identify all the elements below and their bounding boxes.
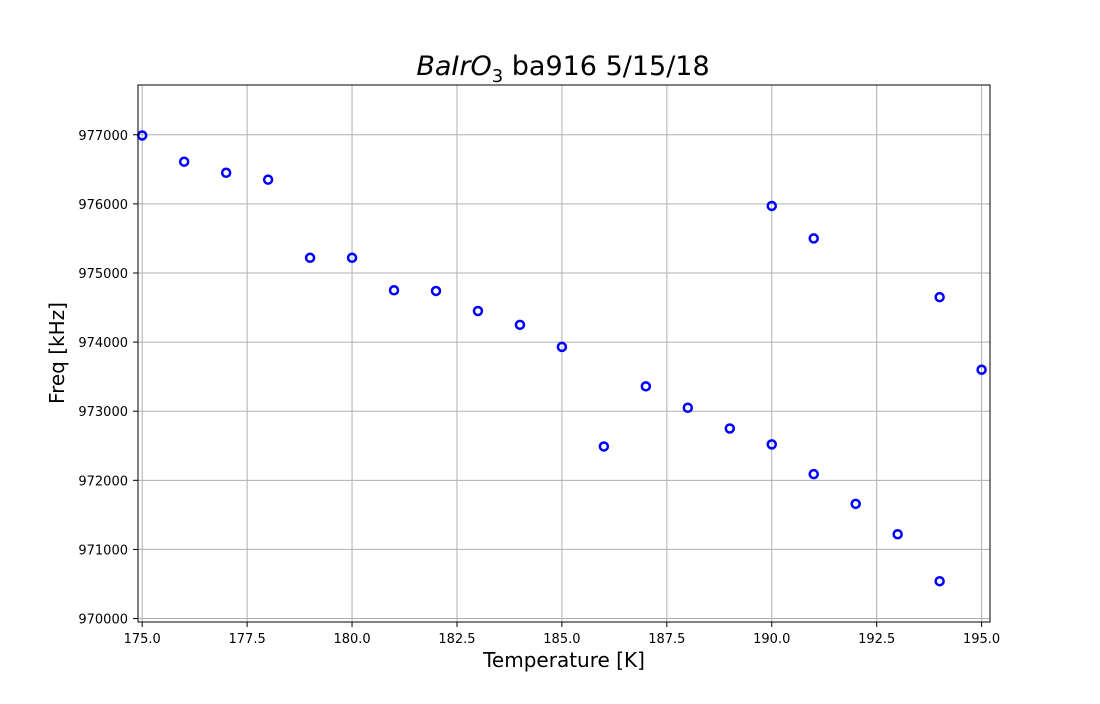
- data-point: [598, 441, 610, 452]
- y-tick-label: 977000: [78, 129, 128, 144]
- axis-ticks: 175.0 177.5 180.0 182.5 185.0 187.5 190.0 192.5…: [78, 129, 1000, 647]
- chart-title-subscript: 3: [492, 66, 503, 87]
- x-tick-label: 182.5: [438, 632, 475, 647]
- y-tick-label: 973000: [78, 405, 128, 420]
- grid-lines: [138, 85, 990, 622]
- data-point: [514, 319, 526, 331]
- plot-frame: [137, 84, 991, 623]
- data-point: [430, 285, 442, 297]
- data-point: [976, 364, 987, 375]
- data-point: [304, 252, 316, 264]
- data-points: [136, 130, 987, 587]
- data-point: [850, 498, 861, 510]
- x-tick-label: 192.5: [858, 632, 895, 647]
- data-point: [766, 439, 778, 450]
- data-point: [934, 291, 945, 303]
- x-tick-label: 187.5: [648, 632, 685, 647]
- chart-title-rest: ba916 5/15/18: [503, 51, 709, 82]
- data-point: [724, 423, 736, 434]
- y-tick-label: 974000: [78, 336, 128, 351]
- x-axis-label: Temperature [K]: [482, 648, 645, 672]
- data-point: [808, 233, 819, 244]
- data-point: [682, 402, 694, 414]
- data-point: [808, 468, 819, 480]
- x-tick-label: 185.0: [543, 632, 580, 647]
- y-tick-label: 975000: [78, 267, 128, 282]
- data-point: [556, 341, 568, 353]
- chart-title-formula: BaIrO: [416, 51, 491, 82]
- data-point: [766, 200, 778, 212]
- data-point: [472, 305, 484, 317]
- data-point: [262, 174, 274, 185]
- data-point: [892, 528, 903, 540]
- x-tick-label: 190.0: [753, 632, 790, 647]
- x-tick-label: 175.0: [124, 632, 161, 647]
- data-point: [640, 381, 652, 392]
- data-point: [220, 167, 232, 179]
- data-point: [346, 252, 358, 264]
- y-tick-label: 971000: [78, 543, 128, 558]
- y-tick-label: 976000: [78, 198, 128, 213]
- y-axis-label: Freq [kHz]: [45, 302, 69, 404]
- data-point: [388, 285, 400, 296]
- x-tick-label: 180.0: [333, 632, 370, 647]
- y-tick-label: 972000: [78, 474, 128, 489]
- y-tick-label: 970000: [78, 613, 128, 628]
- data-point: [178, 156, 190, 167]
- x-tick-label: 195.0: [963, 632, 1000, 647]
- x-tick-label: 177.5: [229, 632, 266, 647]
- chart-title: BaIrO3 ba916 5/15/18: [416, 51, 709, 87]
- data-point: [934, 575, 945, 587]
